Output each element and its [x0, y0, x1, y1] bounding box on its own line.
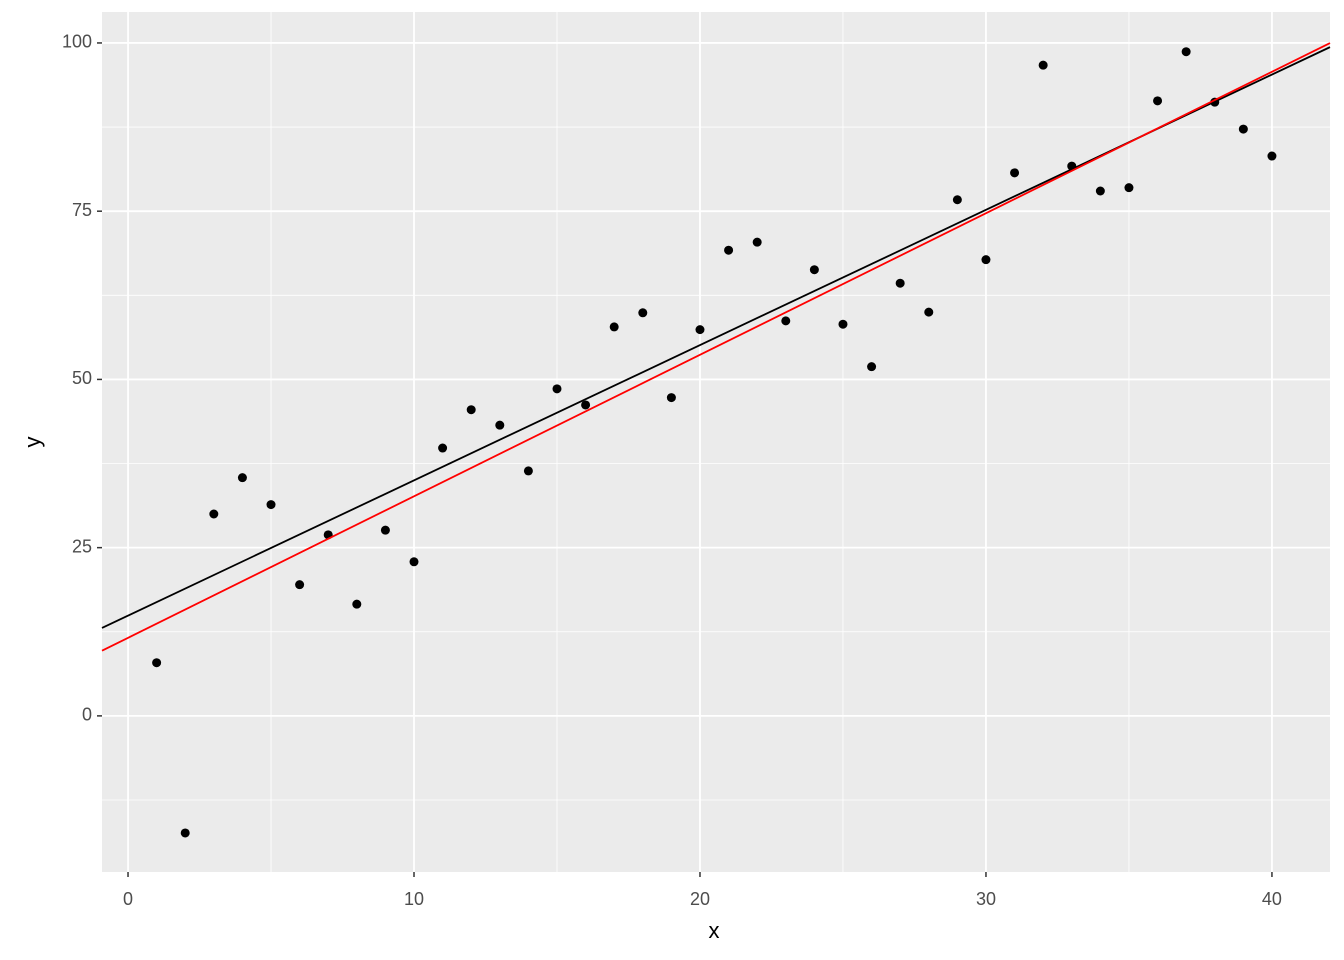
point [781, 316, 791, 326]
point [695, 325, 705, 335]
point [352, 599, 362, 609]
point [1010, 168, 1020, 178]
y-tick-label: 100 [62, 32, 92, 52]
point [581, 400, 591, 410]
point [609, 322, 619, 332]
point [1095, 186, 1105, 196]
regression-line [101, 42, 1331, 652]
point [981, 255, 991, 265]
panel [102, 12, 1330, 872]
point [752, 237, 762, 247]
point [1267, 151, 1277, 161]
point [266, 500, 276, 510]
point [724, 245, 734, 255]
point [409, 557, 419, 567]
point [438, 443, 448, 453]
y-tick-label: 0 [82, 705, 92, 725]
x-axis-title: x [709, 918, 720, 943]
point [495, 420, 505, 430]
y-tick-label: 75 [72, 200, 92, 220]
point [638, 308, 648, 318]
x-tick-label: 30 [976, 889, 996, 909]
x-tick-label: 0 [123, 889, 133, 909]
point [209, 509, 219, 519]
point [1181, 47, 1191, 57]
x-tick-label: 40 [1262, 889, 1282, 909]
x-tick-label: 10 [404, 889, 424, 909]
x-tick-label: 20 [690, 889, 710, 909]
point [867, 362, 877, 372]
point [180, 828, 190, 838]
y-tick-label: 50 [72, 368, 92, 388]
point [523, 466, 533, 476]
point [552, 384, 562, 394]
point [666, 393, 676, 403]
point [466, 405, 476, 415]
point [152, 658, 162, 668]
point [809, 265, 819, 275]
point [1238, 124, 1248, 134]
point [1038, 60, 1048, 70]
point [380, 525, 390, 535]
point [295, 580, 305, 590]
point [237, 473, 247, 483]
point [952, 195, 962, 205]
point [895, 278, 905, 288]
y-axis-title: y [20, 437, 45, 448]
point [1153, 96, 1163, 106]
y-tick-label: 25 [72, 536, 92, 556]
point [838, 319, 848, 329]
point [924, 307, 934, 317]
point [1124, 183, 1134, 193]
